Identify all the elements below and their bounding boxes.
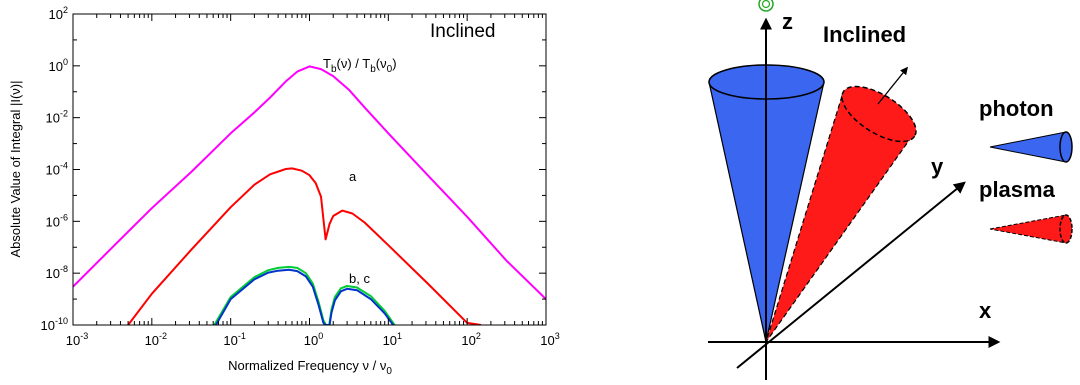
label-part: (ν: [376, 56, 387, 71]
tick-group: [72, 13, 547, 326]
z-axis-label: z: [782, 9, 793, 34]
chart-title: Inclined: [430, 21, 496, 42]
coordinate-axes: [708, 17, 1001, 380]
label-part: ): [392, 56, 396, 71]
y-tick-label: 100: [49, 57, 68, 74]
plasma-cone: [765, 66, 917, 343]
label-part: 0: [387, 64, 393, 75]
legend-plasma-label: plasma: [979, 177, 1056, 202]
legend-plasma-cone: [989, 214, 1073, 244]
y-axis: [736, 181, 966, 369]
x-tick-label: 100: [304, 331, 323, 348]
series-line-3: [215, 268, 394, 325]
magenta-series-label: Tb(ν) / Tb(ν0): [323, 56, 397, 75]
green-blue-series-label: b, c: [349, 271, 370, 286]
x-tick-label: 10-2: [145, 331, 167, 348]
tick-label-group: 10-3 10-2 10-1 100 101 102 103 10-10 10-8 10-6 10-…: [41, 5, 560, 348]
y-axis-label-diagram: y: [931, 154, 944, 179]
x-axis-label: Normalized Frequency ν / ν0: [228, 358, 392, 377]
series-line-1: [127, 167, 482, 325]
x-axis-label-sub: 0: [386, 366, 392, 377]
chart: 10-3 10-2 10-1 100 101 102 103 10-10 10-8 10-6 10-…: [8, 5, 560, 377]
diagram-title: Inclined: [823, 22, 906, 47]
geometry-diagram: z Inclined y x photon plasma: [708, 0, 1073, 380]
x-tick-label: 102: [461, 331, 480, 348]
observer-icon: [758, 0, 774, 12]
y-tick-label: 10-10: [41, 316, 68, 333]
y-tick-label: 10-6: [46, 212, 68, 229]
y-tick-label: 102: [49, 5, 68, 22]
x-axis-label-diagram: x: [979, 298, 992, 323]
y-tick-label: 10-4: [46, 161, 68, 178]
x-tick-label: 103: [540, 331, 559, 348]
y-tick-label: 10-2: [46, 109, 68, 126]
label-part: b: [331, 64, 337, 75]
x-tick-label: 10-3: [66, 331, 88, 348]
series-line-0: [73, 65, 546, 300]
legend-photon-cone: [989, 131, 1073, 163]
x-tick-label: 101: [383, 331, 402, 348]
plasma-axis-arrow: [877, 66, 908, 105]
x-axis-label-main: Normalized Frequency ν / ν: [228, 358, 386, 373]
label-part: T: [323, 56, 331, 71]
label-part: (ν) / T: [337, 56, 371, 71]
legend-photon-label: photon: [979, 96, 1054, 121]
y-axis-label: Absolute Value of Integral |I(ν)|: [8, 80, 23, 257]
y-tick-label: 10-8: [46, 264, 68, 281]
chart-series-group: [73, 65, 546, 325]
label-part: b: [370, 64, 376, 75]
red-series-label: a: [349, 169, 357, 184]
x-tick-label: 10-1: [223, 331, 245, 348]
